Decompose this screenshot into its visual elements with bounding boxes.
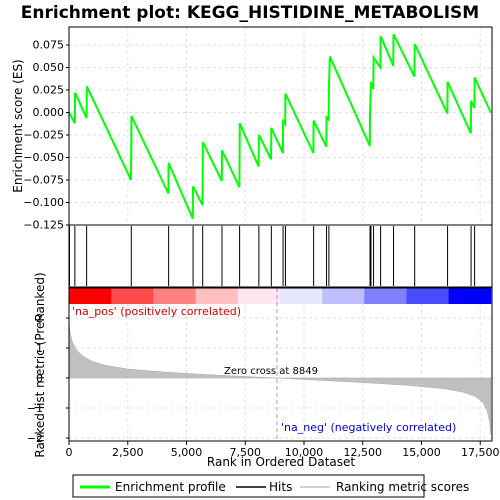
color-bar-segment	[111, 288, 154, 304]
x-tick-label: 2,500	[112, 446, 144, 459]
x-tick-label: 17,500	[461, 446, 500, 459]
es-y-tick-label: −0.100	[23, 196, 64, 209]
es-gridlines	[68, 27, 492, 226]
x-tick-label: 12,500	[344, 446, 383, 459]
es-y-tick-label: −0.025	[23, 129, 64, 142]
color-bar-segment	[279, 288, 323, 304]
es-y-tick-label: −0.050	[23, 151, 64, 164]
es-y-tick-label: −0.125	[23, 219, 64, 232]
x-tick-label: 7,500	[230, 446, 262, 459]
es-y-tick-label: 0.075	[33, 39, 65, 52]
color-bar-segment	[364, 288, 407, 304]
rank-color-bar	[69, 288, 492, 304]
legend: Enrichment profile Hits Ranking metric s…	[72, 474, 469, 498]
es-y-tick-label: 0.050	[33, 61, 65, 74]
es-y-tick-label: 0.025	[33, 84, 65, 97]
metric-y-tick-label: 0	[36, 372, 43, 385]
neg-correlated-label: 'na_neg' (negatively correlated)	[281, 421, 456, 434]
color-bar-segment	[195, 288, 239, 304]
hit-markers	[68, 226, 476, 286]
es-y-tick-label: 0.000	[33, 106, 65, 119]
es-y-axis-label: Enrichment score (ES)	[11, 59, 25, 192]
color-bar-segment	[406, 288, 450, 304]
x-axis-label: Rank in Ordered Dataset	[207, 455, 355, 469]
legend-label-metric: Ranking metric scores	[336, 480, 469, 494]
zero-cross-label: Zero cross at 8849	[224, 366, 318, 377]
legend-box	[72, 474, 425, 498]
x-tick-label: 15,000	[402, 446, 441, 459]
metric-x-ticks: 0 2,500 5,000 7,500 10,000 12,500 15,000 17,500	[66, 441, 500, 459]
legend-label-hits: Hits	[269, 480, 292, 494]
metric-y-tick-label: 2	[36, 312, 43, 325]
enrichment-profile-line	[68, 33, 492, 220]
pos-correlated-label: 'na_pos' (positively correlated)	[72, 305, 241, 318]
metric-plot-frame	[68, 287, 493, 442]
metric-y-axis-label: Ranked list metric (PreRanked)	[33, 272, 47, 457]
color-bar-segment	[237, 288, 281, 304]
x-tick-label: 5,000	[171, 446, 203, 459]
x-tick-label: 10,000	[285, 446, 324, 459]
color-bar-segment	[322, 288, 365, 304]
hits-frame	[68, 224, 493, 288]
legend-label-enrichment: Enrichment profile	[115, 480, 226, 494]
color-bar-segment	[448, 288, 492, 304]
es-y-tick-label: −0.075	[23, 174, 64, 187]
metric-y-ticks: −2 −1 0 1 2	[27, 312, 69, 445]
metric-y-tick-label: −2	[27, 432, 43, 445]
chart-title: Enrichment plot: KEGG_HISTIDINE_METABOLI…	[21, 3, 479, 23]
color-bar-segment	[69, 288, 112, 304]
color-bar-segment	[153, 288, 197, 304]
es-y-ticks: −0.125 −0.100 −0.075 −0.050 −0.025 0.000 0.025…	[23, 39, 69, 232]
es-plot-frame	[68, 26, 493, 226]
ranking-metric-area	[68, 320, 492, 436]
metric-y-tick-label: 1	[36, 342, 43, 355]
x-tick-label: 0	[66, 446, 73, 459]
metric-y-tick-label: −1	[27, 402, 43, 415]
